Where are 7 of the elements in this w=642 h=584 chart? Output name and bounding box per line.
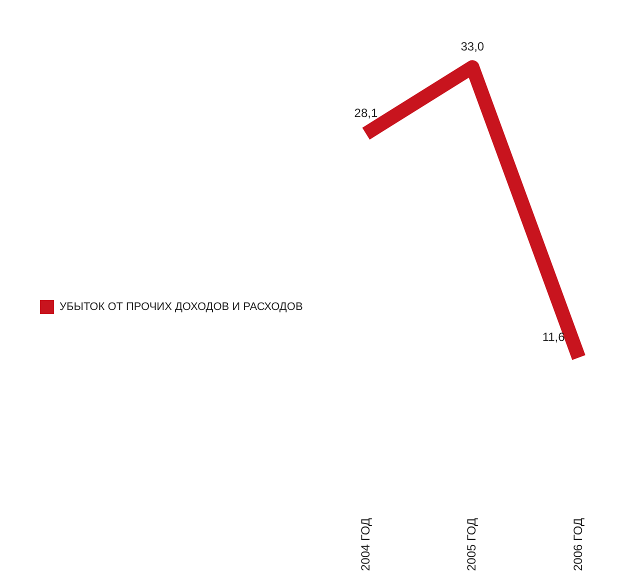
x-tick-label: 2006 ГОД [571,518,586,572]
data-label: 11,6 [542,330,566,344]
data-label: 28,1 [354,106,378,120]
x-tick-label: 2004 ГОД [358,518,372,572]
data-label: 33,0 [460,39,484,54]
x-tick-label: 2005 ГОД [464,518,479,572]
legend-label: УБЫТОК ОТ ПРОЧИХ ДОХОДОВ И РАСХОДОВ [60,301,303,314]
